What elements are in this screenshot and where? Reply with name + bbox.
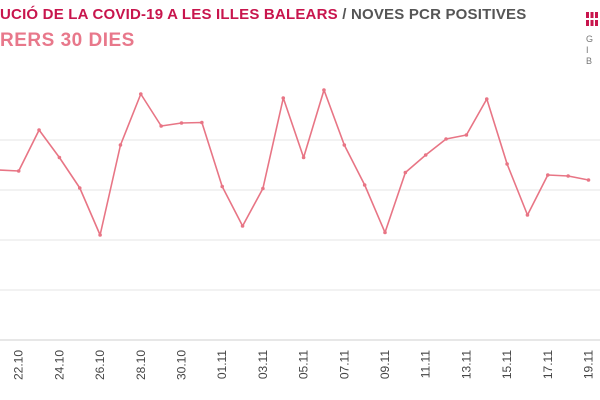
- data-point-19: [362, 183, 367, 187]
- data-point-14: [261, 186, 265, 191]
- x-tick-label: 15.11: [500, 350, 514, 379]
- data-point-17: [322, 88, 326, 92]
- data-point-8: [139, 92, 143, 96]
- data-point-20: [383, 230, 387, 235]
- data-point-12: [220, 184, 224, 189]
- data-point-22: [423, 153, 428, 157]
- data-point-3: [37, 128, 41, 132]
- data-point-23: [444, 137, 448, 141]
- x-tick-label: 05.11: [297, 350, 311, 379]
- title-main: UCIÓ DE LA COVID-19 A LES ILLES BALEARS: [0, 6, 338, 23]
- logo-letter-2: I: [586, 45, 589, 55]
- title-secondary: NOVES PCR POSITIVES: [350, 6, 527, 23]
- data-point-18: [342, 143, 347, 147]
- data-point-21: [403, 170, 408, 175]
- data-point-10: [179, 121, 184, 125]
- x-tick-label: 11.11: [419, 350, 433, 379]
- data-point-15: [281, 96, 286, 100]
- data-point-29: [566, 174, 570, 178]
- data-point-24: [464, 133, 469, 137]
- data-point-9: [159, 124, 163, 128]
- x-tick-label: 26.10: [93, 350, 107, 380]
- data-point-2: [16, 169, 21, 173]
- data-point-25: [484, 97, 489, 101]
- data-point-26: [505, 162, 509, 166]
- data-point-27: [525, 213, 530, 217]
- x-tick-label: 01.11: [215, 350, 229, 379]
- x-tick-label: 19.11: [582, 350, 596, 379]
- logo-letter-3: B: [586, 56, 593, 66]
- chart-title: UCIÓ DE LA COVID-19 A LES ILLES BALEARS …: [0, 6, 526, 23]
- data-point-13: [240, 224, 245, 228]
- x-tick-label: 13.11: [459, 350, 473, 379]
- x-tick-label: 28.10: [134, 350, 148, 380]
- govern-logo: G I B: [582, 8, 600, 66]
- logo-letter-1: G: [586, 34, 594, 44]
- x-tick-label: 30.10: [175, 350, 189, 380]
- x-tick-label: 03.11: [256, 350, 270, 379]
- data-point-30: [586, 178, 591, 182]
- x-tick-label: 17.11: [541, 350, 555, 379]
- data-point-11: [200, 120, 204, 125]
- x-tick-label: 22.10: [12, 350, 26, 380]
- chart-subtitle: RERS 30 DIES: [0, 30, 135, 51]
- data-point-4: [57, 155, 62, 160]
- data-point-6: [98, 233, 102, 237]
- data-point-28: [546, 173, 550, 177]
- x-tick-label: 24.10: [52, 350, 66, 380]
- data-point-7: [118, 143, 123, 147]
- series-line: [0, 89, 589, 236]
- title-separator: /: [337, 6, 351, 23]
- data-point-5: [77, 186, 82, 190]
- govern-logo-icon: [586, 12, 598, 26]
- x-tick-label: 09.11: [378, 350, 392, 379]
- x-tick-label: 07.11: [337, 350, 351, 379]
- data-point-16: [301, 155, 306, 160]
